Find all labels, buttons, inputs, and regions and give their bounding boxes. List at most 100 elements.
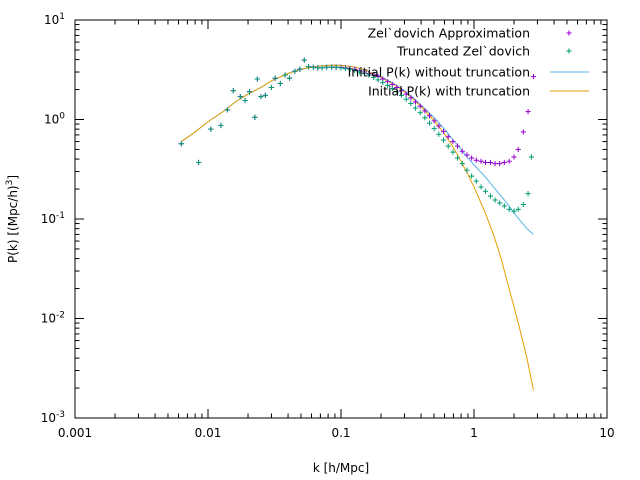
data-point	[361, 70, 368, 77]
data-point	[454, 155, 461, 161]
data-point	[324, 64, 330, 70]
data-point	[329, 64, 335, 70]
data-point	[338, 65, 344, 71]
data-point	[224, 107, 231, 113]
data-point	[375, 77, 381, 83]
data-point	[492, 161, 498, 167]
data-point	[242, 97, 248, 104]
data-point	[301, 57, 307, 63]
data-point	[398, 88, 405, 94]
legend-label: Truncated Zel`dovich	[396, 44, 530, 59]
y-tick-label: 10-2	[41, 311, 65, 326]
data-point	[297, 66, 303, 72]
data-point	[473, 157, 479, 163]
x-tick-label: 0.01	[195, 426, 222, 440]
x-tick-label: 0.1	[331, 426, 350, 440]
data-point	[380, 79, 386, 86]
data-point	[286, 75, 293, 81]
data-point	[196, 159, 202, 166]
legend: Zel`dovich Approximation Truncated Zel`do…	[348, 26, 589, 99]
data-point	[246, 89, 253, 95]
data-point	[422, 108, 428, 114]
data-point	[237, 93, 243, 100]
axis-ticks: 0.001 0.01 0.1 1 10 10-3 10-2 10-1 100 101	[41, 12, 615, 440]
legend-label: Zel`dovich Approximation	[368, 26, 530, 41]
series-1	[178, 57, 534, 214]
data-point	[422, 115, 428, 121]
data-point	[277, 80, 283, 87]
data-point	[450, 149, 456, 155]
data-point	[487, 159, 494, 166]
data-point	[371, 74, 377, 80]
data-point	[252, 114, 258, 120]
series-3	[181, 64, 534, 391]
data-point	[459, 148, 465, 154]
data-point	[525, 109, 531, 115]
data-point	[511, 208, 517, 214]
y-axis-label: P(k) [(Mpc/h)3]	[5, 175, 20, 263]
data-point	[389, 85, 395, 92]
data-point	[417, 110, 423, 116]
data-point	[506, 158, 512, 164]
y-tick-label: 100	[44, 112, 65, 127]
data-point	[497, 200, 503, 206]
data-point	[403, 91, 409, 97]
data-point	[478, 158, 484, 164]
data-point	[440, 137, 447, 143]
data-point	[352, 68, 358, 74]
data-point	[501, 159, 507, 166]
data-point	[520, 129, 526, 135]
data-point	[506, 206, 512, 212]
data-point	[412, 105, 419, 111]
data-point	[319, 65, 325, 71]
data-point	[501, 203, 507, 209]
data-point	[408, 100, 414, 107]
data-point	[282, 72, 288, 78]
legend-label: Initial P(k) without truncation	[348, 65, 530, 80]
data-point	[440, 128, 447, 134]
data-point	[272, 75, 278, 81]
data-point	[530, 73, 537, 80]
x-tick-label: 0.001	[58, 426, 92, 440]
data-point	[436, 123, 442, 129]
data-point	[464, 167, 470, 173]
data-point	[511, 154, 517, 160]
data-point	[528, 154, 534, 160]
series-layer	[178, 57, 537, 391]
data-point	[357, 69, 363, 75]
data-point	[394, 89, 400, 95]
data-point	[254, 76, 260, 82]
y-tick-label: 10-1	[41, 211, 65, 226]
data-point	[473, 178, 479, 184]
data-point	[515, 146, 521, 153]
legend-label: Initial P(k) with truncation	[368, 84, 530, 99]
data-point	[469, 155, 475, 161]
data-point	[478, 184, 484, 190]
data-point	[230, 88, 236, 94]
data-point	[384, 82, 391, 89]
data-point	[492, 197, 498, 203]
data-point	[208, 126, 214, 132]
data-point	[398, 92, 405, 98]
data-point	[459, 161, 465, 167]
data-point	[218, 122, 224, 129]
data-point	[426, 120, 433, 126]
data-point	[431, 118, 437, 124]
data-point	[417, 103, 423, 109]
data-point	[408, 95, 414, 101]
data-point	[292, 68, 298, 74]
data-point	[262, 92, 268, 98]
y-tick-label: 101	[44, 12, 65, 27]
data-point	[464, 152, 470, 158]
data-point	[487, 193, 494, 199]
y-tick-label: 10-3	[41, 410, 65, 425]
data-point	[469, 173, 475, 179]
data-point	[450, 138, 456, 145]
data-point	[412, 99, 419, 105]
data-point	[310, 64, 316, 70]
data-point	[445, 143, 451, 149]
data-point	[403, 96, 409, 102]
data-point	[566, 48, 572, 54]
data-point	[482, 159, 489, 166]
